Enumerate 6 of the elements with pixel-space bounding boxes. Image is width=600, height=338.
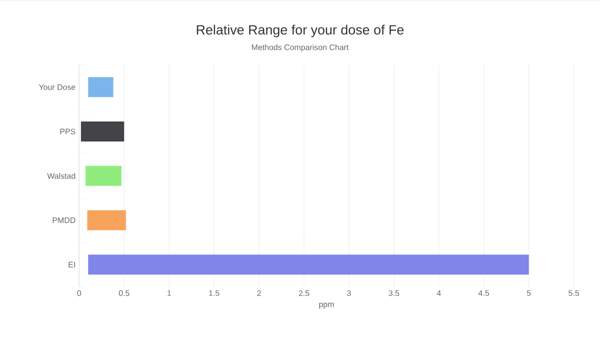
bar — [80, 122, 124, 142]
bar — [88, 254, 529, 275]
bar — [87, 210, 126, 230]
bar — [88, 77, 114, 98]
bar — [85, 166, 122, 186]
chart-title: Relative Range for your dose of Fe — [196, 24, 404, 38]
